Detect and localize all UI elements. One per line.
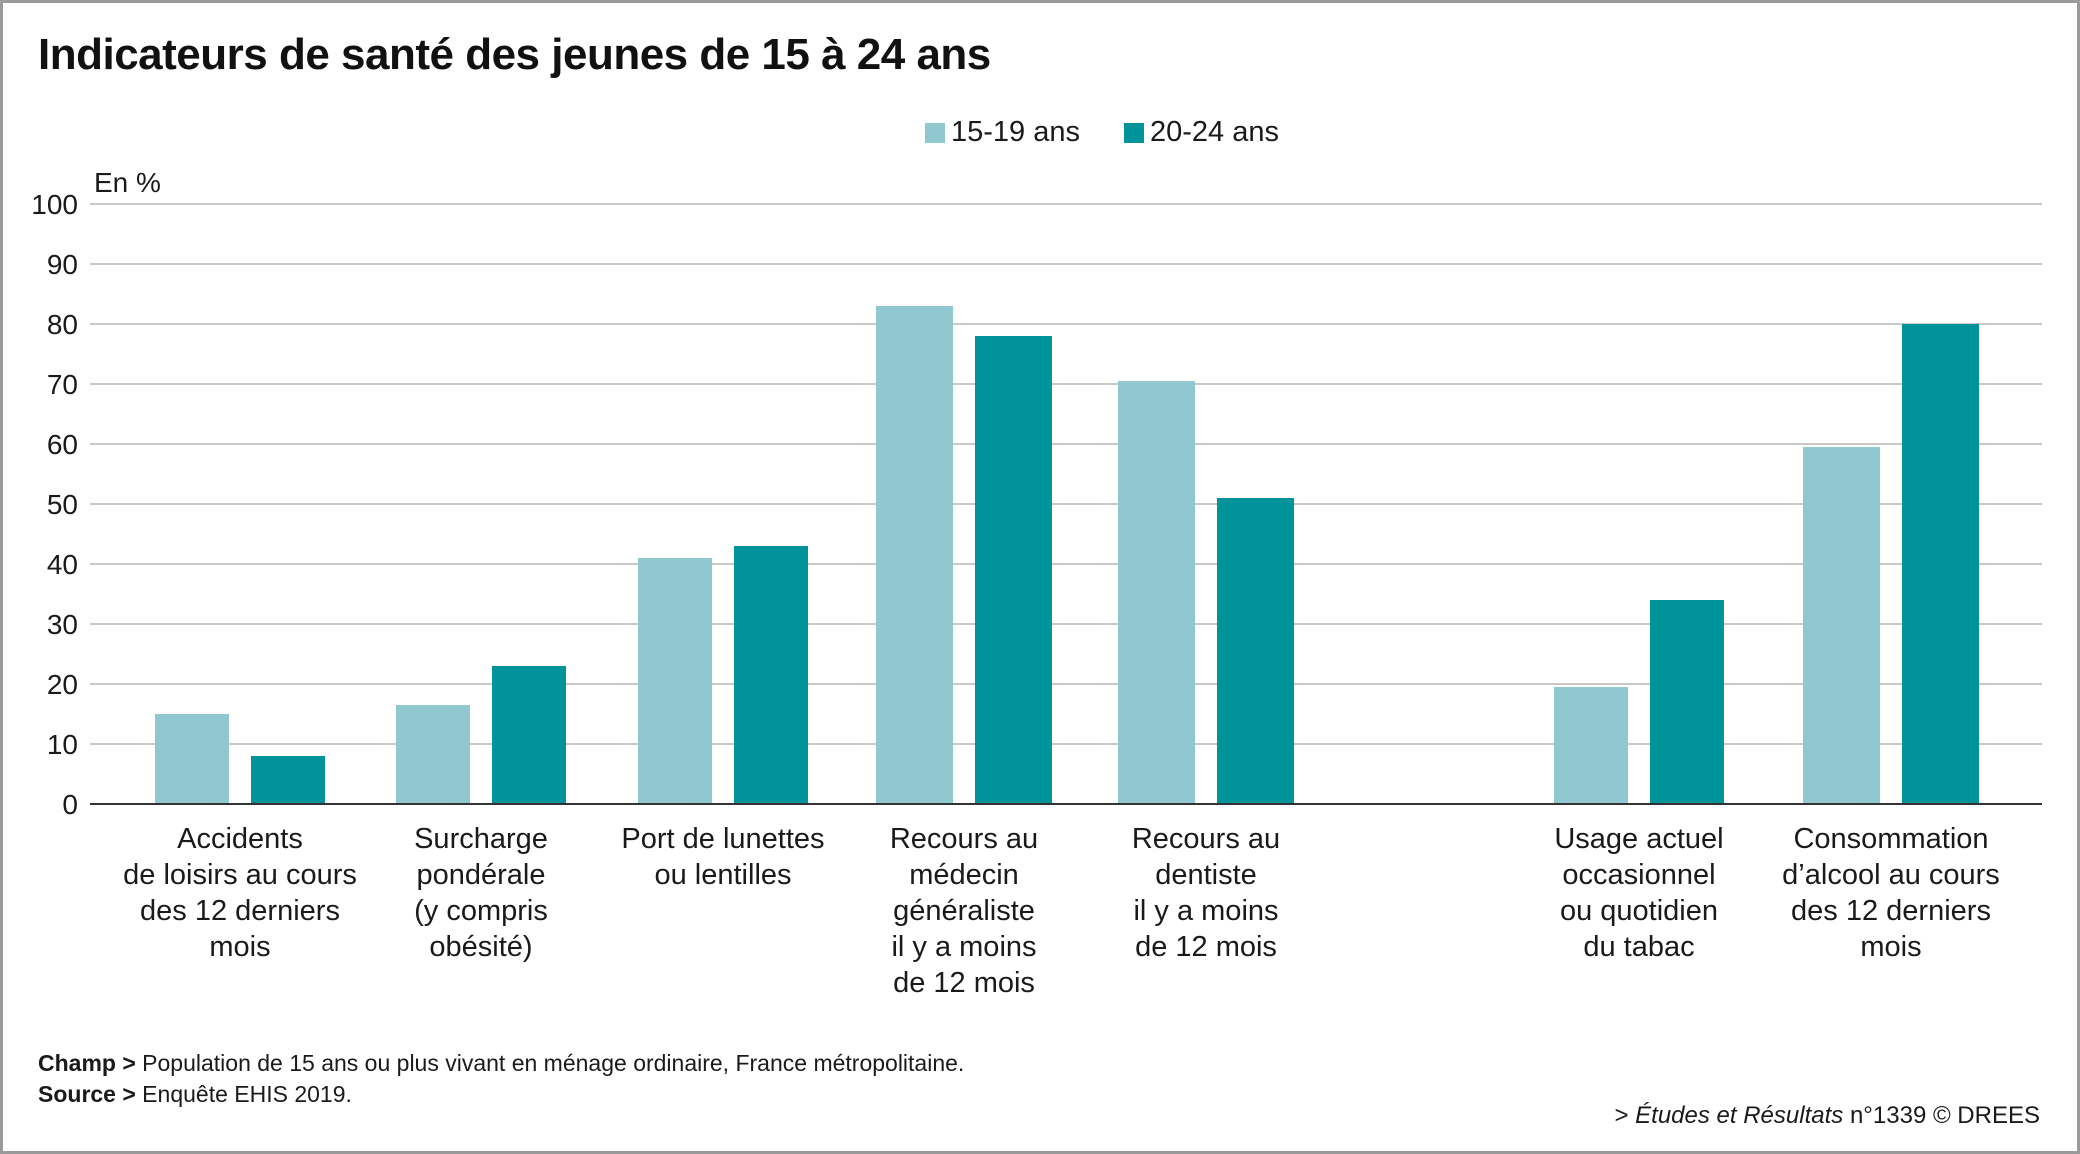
y-tick-label: 90: [47, 249, 78, 280]
chart-title: Indicateurs de santé des jeunes de 15 à …: [38, 30, 991, 79]
bar-series-1: [1118, 381, 1195, 804]
legend: 15-19 ans 20-24 ans: [0, 116, 2080, 156]
y-axis-unit-label: En %: [94, 167, 161, 198]
category-label-line: des 12 derniers: [140, 895, 340, 927]
bar-chart: En % 0 10 20 30 40 50 60 70 80 90 100 Accidents de lo…: [31, 167, 2042, 999]
credit-prefix: >: [1614, 1102, 1636, 1129]
category-label: Surcharge pondérale (y compris obésité): [414, 823, 548, 963]
bar-series-2: [1650, 600, 1724, 804]
y-tick-label: 0: [62, 789, 78, 820]
category-label-line: Surcharge: [414, 823, 548, 855]
category-label-line: Recours au: [890, 823, 1038, 855]
champ-label: Champ >: [38, 1050, 136, 1076]
y-tick-label: 30: [47, 609, 78, 640]
bar-series-1: [396, 705, 470, 804]
bar-series-2: [734, 546, 808, 804]
y-tick-label: 10: [47, 729, 78, 760]
chart-notes: Champ > Population de 15 ans ou plus viv…: [38, 1048, 964, 1110]
credit-suffix: n°1339 © DREES: [1843, 1102, 2040, 1129]
category-label-line: Port de lunettes: [621, 823, 824, 855]
category-label-line: (y compris: [414, 895, 548, 927]
category-label-line: mois: [209, 931, 270, 963]
category-label: Accidents de loisirs au cours des 12 derni…: [123, 823, 357, 963]
y-tick-label: 40: [47, 549, 78, 580]
category-label: Recours au dentiste il y a moins de 12 mois: [1132, 823, 1280, 963]
bar-series-2: [492, 666, 566, 804]
legend-swatch-series-1: [925, 122, 945, 143]
category-label: Usage actuel occasionnel ou quotidien du ta…: [1554, 823, 1723, 963]
legend-label-series-1: 15-19 ans: [951, 116, 1080, 148]
source-label: Source >: [38, 1081, 136, 1107]
bar-series-2: [251, 756, 325, 804]
category-label-line: Usage actuel: [1554, 823, 1723, 855]
category-label-line: pondérale: [417, 859, 546, 891]
legend-item-series-2: 20-24 ans: [1124, 116, 1279, 149]
category-label-line: Accidents: [177, 823, 303, 855]
bar-series-1: [155, 714, 229, 804]
bar-series-1: [638, 558, 712, 804]
legend-label-series-2: 20-24 ans: [1150, 116, 1279, 148]
category-label-line: Recours au: [1132, 823, 1280, 855]
bar-series-2: [1217, 498, 1294, 804]
publication-credit: > Études et Résultats n°1339 © DREES: [1614, 1102, 2040, 1130]
bar-series-1: [1803, 447, 1880, 804]
source-text: Enquête EHIS 2019.: [135, 1081, 352, 1107]
category-label-line: il y a moins: [891, 931, 1036, 963]
bar-series-2: [1902, 324, 1979, 804]
category-label-line: il y a moins: [1133, 895, 1278, 927]
category-label-line: du tabac: [1583, 931, 1694, 963]
credit-publication: Études et Résultats: [1635, 1102, 1844, 1129]
category-label-line: occasionnel: [1562, 859, 1715, 891]
category-label-line: mois: [1860, 931, 1921, 963]
category-label-line: médecin: [909, 859, 1019, 891]
category-label-line: obésité): [429, 931, 532, 963]
category-label-line: ou quotidien: [1560, 895, 1718, 927]
category-label-line: de 12 mois: [893, 967, 1035, 999]
y-tick-label: 80: [47, 309, 78, 340]
legend-swatch-series-2: [1124, 122, 1144, 143]
category-label-line: ou lentilles: [654, 859, 791, 891]
category-label: Consommation d’alcool au cours des 12 dern…: [1782, 823, 2000, 963]
category-label-line: d’alcool au cours: [1782, 859, 2000, 891]
bar-series-1: [1554, 687, 1628, 804]
y-tick-label: 70: [47, 369, 78, 400]
source-note: Source > Enquête EHIS 2019.: [38, 1079, 964, 1110]
y-tick-label: 100: [31, 189, 78, 220]
legend-item-series-1: 15-19 ans: [925, 116, 1080, 149]
category-label-line: généraliste: [893, 895, 1035, 927]
category-label: Recours au médecin généraliste il y a moins…: [890, 823, 1038, 999]
category-label-line: Consommation: [1793, 823, 1988, 855]
champ-text: Population de 15 ans ou plus vivant en m…: [135, 1050, 965, 1076]
category-label-line: dentiste: [1155, 859, 1257, 891]
category-label-line: de loisirs au cours: [123, 859, 357, 891]
category-label-line: des 12 derniers: [1791, 895, 1991, 927]
y-tick-label: 60: [47, 429, 78, 460]
champ-note: Champ > Population de 15 ans ou plus viv…: [38, 1048, 964, 1079]
category-label: Port de lunettes ou lentilles: [621, 823, 824, 891]
category-label-line: de 12 mois: [1135, 931, 1277, 963]
y-tick-label: 20: [47, 669, 78, 700]
bar-series-2: [975, 336, 1052, 804]
y-tick-label: 50: [47, 489, 78, 520]
bar-series-1: [876, 306, 953, 804]
